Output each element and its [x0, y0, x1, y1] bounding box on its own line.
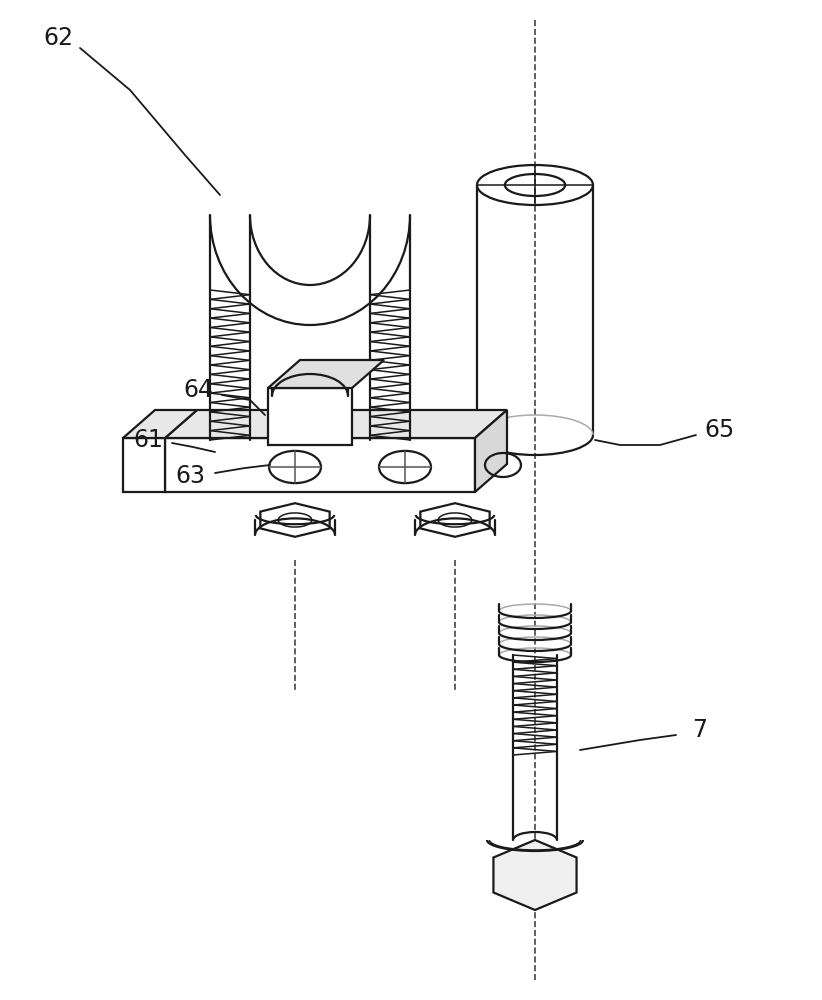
Polygon shape [165, 438, 475, 492]
Polygon shape [268, 360, 384, 388]
Text: 62: 62 [43, 26, 73, 50]
Text: 63: 63 [175, 464, 205, 488]
Polygon shape [261, 503, 330, 537]
Polygon shape [493, 840, 576, 910]
Polygon shape [475, 410, 507, 492]
Text: 64: 64 [183, 378, 213, 402]
Polygon shape [123, 438, 165, 492]
Polygon shape [420, 503, 490, 537]
Text: 7: 7 [692, 718, 708, 742]
Polygon shape [123, 410, 197, 438]
Text: 61: 61 [133, 428, 163, 452]
Polygon shape [268, 388, 352, 445]
Text: 65: 65 [705, 418, 735, 442]
Polygon shape [165, 410, 507, 438]
